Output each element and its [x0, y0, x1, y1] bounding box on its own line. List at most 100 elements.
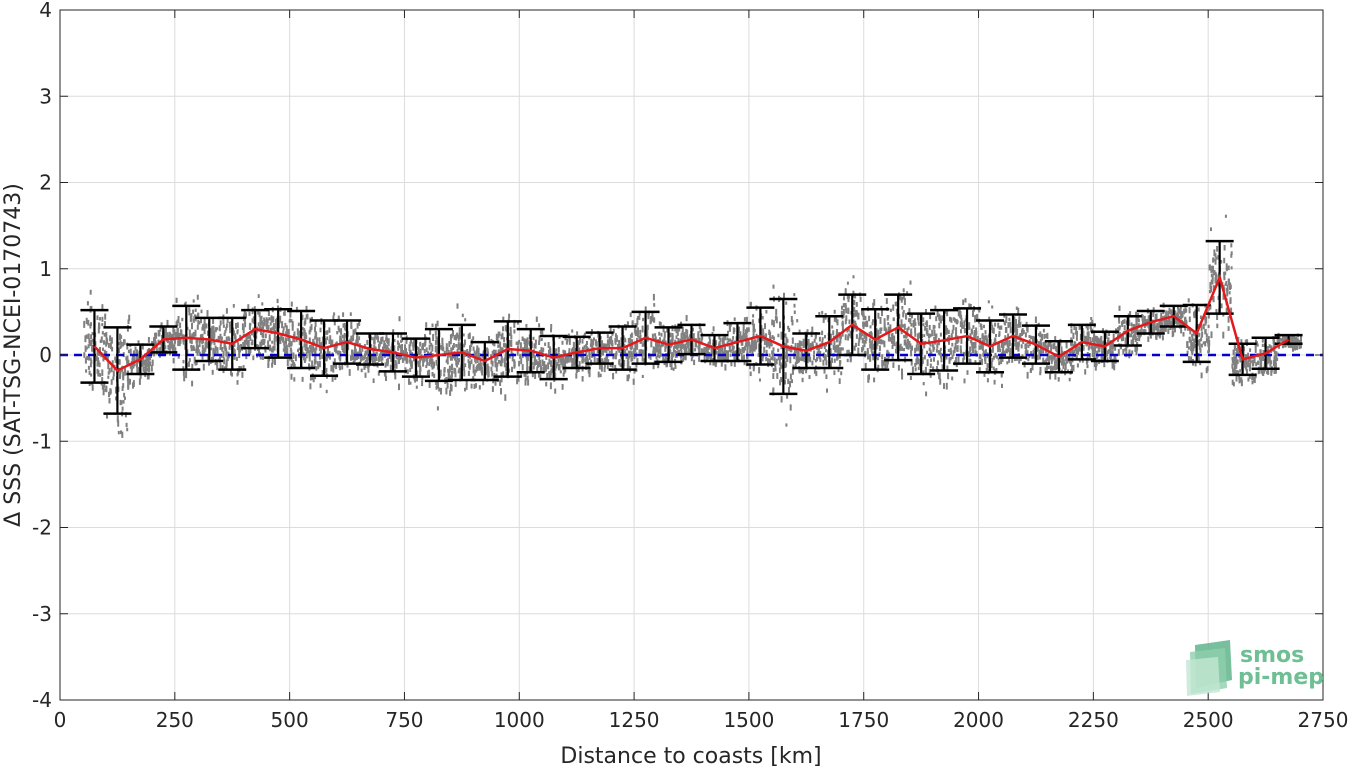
- scatter-point: [1056, 357, 1059, 364]
- scatter-point: [491, 370, 494, 377]
- scatter-point: [261, 353, 264, 360]
- scatter-point: [779, 353, 782, 360]
- scatter-point: [672, 367, 675, 371]
- scatter-point: [680, 349, 683, 354]
- scatter-point: [301, 346, 304, 353]
- scatter-point: [498, 359, 500, 364]
- scatter-point: [1270, 361, 1273, 365]
- scatter-point: [470, 383, 473, 389]
- scatter-point: [770, 356, 773, 360]
- scatter-point: [90, 305, 93, 310]
- scatter-point: [532, 336, 535, 341]
- scatter-point: [450, 374, 453, 381]
- scatter-point: [957, 356, 960, 363]
- scatter-point: [352, 353, 354, 361]
- scatter-point: [893, 340, 896, 345]
- scatter-point: [1169, 326, 1172, 331]
- scatter-point: [249, 337, 252, 341]
- scatter-point: [955, 340, 958, 344]
- scatter-point: [903, 339, 906, 346]
- scatter-point: [938, 313, 941, 320]
- scatter-point: [960, 337, 963, 344]
- scatter-point: [1210, 266, 1213, 273]
- scatter-point: [877, 312, 880, 319]
- scatter-point: [850, 334, 853, 339]
- scatter-point: [176, 333, 179, 340]
- scatter-point: [791, 319, 794, 326]
- scatter-point: [1032, 337, 1035, 344]
- scatter-point: [115, 396, 118, 401]
- scatter-point: [1005, 319, 1008, 323]
- scatter-point: [952, 324, 955, 331]
- scatter-point: [318, 360, 321, 368]
- scatter-point: [419, 356, 422, 363]
- scatter-point: [305, 351, 308, 359]
- scatter-point: [542, 362, 545, 366]
- scatter-point: [1215, 309, 1218, 313]
- scatter-point: [457, 341, 460, 346]
- scatter-point: [343, 334, 346, 341]
- scatter-point: [719, 346, 722, 351]
- scatter-point: [847, 297, 850, 303]
- scatter-point: [1167, 328, 1170, 335]
- scatter-point: [390, 346, 393, 354]
- scatter-point: [88, 338, 91, 344]
- scatter-point: [191, 322, 193, 330]
- scatter-point: [461, 313, 464, 318]
- scatter-point: [381, 350, 384, 355]
- scatter-point: [949, 357, 952, 361]
- scatter-point: [1044, 367, 1047, 373]
- scatter-point: [1043, 334, 1046, 339]
- scatter-point: [970, 341, 973, 345]
- scatter-point: [1137, 318, 1140, 323]
- scatter-point: [986, 378, 989, 383]
- scatter-point: [192, 318, 195, 323]
- scatter-point: [305, 346, 307, 352]
- scatter-point: [1121, 335, 1123, 342]
- scatter-point: [1004, 321, 1007, 326]
- scatter-point: [710, 347, 713, 352]
- scatter-point: [825, 374, 828, 380]
- scatter-point: [960, 329, 962, 334]
- scatter-point: [434, 323, 437, 330]
- scatter-point: [982, 352, 985, 357]
- scatter-point: [801, 369, 804, 375]
- scatter-point: [85, 317, 88, 325]
- scatter-point: [1087, 336, 1089, 343]
- scatter-point: [914, 347, 917, 354]
- scatter-point: [822, 316, 825, 323]
- scatter-point: [171, 341, 174, 345]
- scatter-point: [1132, 338, 1135, 343]
- scatter-point: [1222, 331, 1225, 339]
- scatter-point: [877, 329, 880, 335]
- scatter-point: [635, 363, 638, 368]
- scatter-point: [446, 361, 449, 365]
- scatter-point: [644, 306, 647, 312]
- scatter-point: [290, 349, 293, 357]
- scatter-point: [445, 387, 448, 395]
- scatter-point: [846, 349, 849, 355]
- scatter-point: [291, 321, 294, 327]
- scatter-point: [789, 404, 792, 411]
- scatter-point: [382, 346, 384, 351]
- scatter-point: [290, 363, 293, 368]
- scatter-point: [926, 359, 929, 367]
- scatter-point: [1131, 350, 1134, 355]
- scatter-point: [639, 329, 642, 335]
- scatter-point: [222, 350, 225, 355]
- scatter-point: [895, 341, 898, 347]
- scatter-point: [1198, 332, 1201, 337]
- scatter-point: [902, 288, 905, 293]
- scatter-point: [1208, 264, 1211, 271]
- scatter-point: [802, 338, 805, 344]
- scatter-point: [393, 363, 396, 369]
- scatter-point: [482, 378, 485, 386]
- scatter-point: [708, 336, 711, 340]
- scatter-point: [1125, 345, 1128, 352]
- scatter-point: [1124, 337, 1127, 345]
- scatter-point: [357, 365, 360, 371]
- scatter-point: [118, 347, 120, 354]
- scatter-point: [446, 383, 449, 389]
- scatter-point: [123, 392, 126, 398]
- scatter-point: [1134, 333, 1137, 337]
